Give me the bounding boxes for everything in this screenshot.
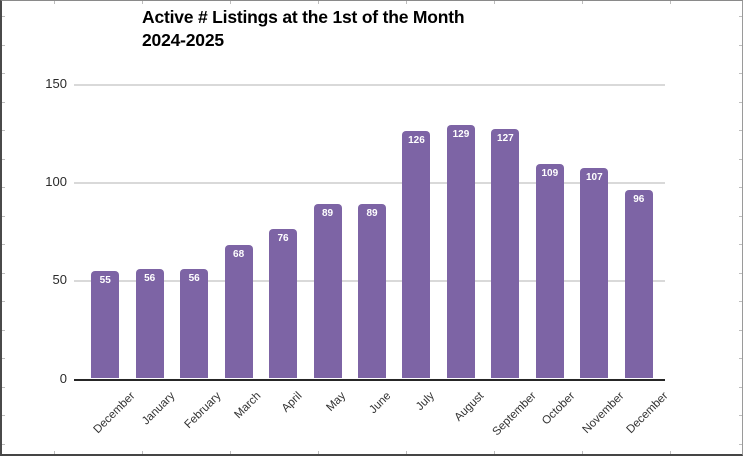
cell-gridline-tick: [2, 415, 5, 416]
cell-gridline-tick: [582, 451, 583, 454]
cell-gridline-tick: [739, 187, 742, 188]
cell-gridline-tick: [230, 451, 231, 454]
cell-gridline-tick: [739, 158, 742, 160]
bar-value-label: 89: [321, 207, 334, 219]
bar-2-february[interactable]: 56: [180, 268, 209, 379]
cell-gridline-tick: [739, 272, 742, 274]
x-axis-label-3-march: March: [231, 390, 263, 422]
cell-gridline-tick: [318, 1, 319, 4]
x-axis-label-4-april: April: [279, 390, 305, 415]
gridline-100: [74, 182, 665, 184]
bar-value-label: 127: [497, 133, 514, 145]
x-axis-label-7-july: July: [414, 390, 438, 413]
cell-gridline-tick: [2, 358, 5, 359]
bar-value-label: 89: [366, 207, 378, 219]
chart-title-line-2: 2024-2025: [142, 30, 224, 50]
bar-3-march[interactable]: 68: [224, 244, 253, 379]
cell-gridline-tick: [318, 451, 319, 454]
bar-9-september[interactable]: 127: [491, 129, 520, 379]
cell-gridline-tick: [2, 73, 5, 74]
bar-11-november[interactable]: 107: [580, 168, 609, 379]
cell-gridline-tick: [2, 44, 5, 46]
cell-gridline-tick: [739, 101, 742, 103]
cell-gridline-tick: [2, 101, 5, 103]
bar-value-label: 126: [408, 135, 425, 147]
y-axis-tick-label-0: 0: [59, 370, 67, 386]
bar-0-december[interactable]: 55: [91, 270, 120, 379]
x-axis-label-1-january: January: [139, 390, 178, 428]
cell-gridline-tick: [739, 16, 742, 17]
cell-gridline-tick: [54, 1, 55, 4]
cell-gridline-tick: [739, 386, 742, 388]
gridline-150: [74, 84, 665, 86]
cell-gridline-tick: [739, 415, 742, 416]
cell-gridline-tick: [2, 386, 5, 388]
cell-gridline-tick: [739, 215, 742, 217]
cell-gridline-tick: [739, 73, 742, 74]
cell-gridline-tick: [739, 244, 742, 245]
bar-7-july[interactable]: 126: [402, 131, 431, 379]
cell-gridline-tick: [406, 451, 407, 454]
cell-gridline-tick: [494, 1, 495, 4]
cell-gridline-tick: [142, 451, 143, 454]
bar-10-october[interactable]: 109: [535, 164, 564, 379]
bar-value-label: 107: [585, 172, 603, 184]
bar-value-label: 96: [633, 194, 645, 206]
cell-gridline-tick: [2, 158, 5, 160]
bar-value-label: 56: [188, 272, 200, 284]
bar-value-label: 129: [452, 129, 470, 141]
cell-gridline-tick: [670, 1, 671, 4]
x-axis-label-11-november: November: [580, 390, 627, 437]
bar-12-december[interactable]: 96: [624, 190, 653, 379]
chart-title-line-1: Active # Listings at the 1st of the Mont…: [142, 7, 465, 27]
x-axis-label-2-february: February: [182, 390, 224, 432]
cell-gridline-tick: [230, 1, 231, 4]
cell-gridline-tick: [2, 329, 5, 331]
cell-gridline-tick: [739, 329, 742, 331]
bar-4-april[interactable]: 76: [269, 229, 298, 379]
x-axis-label-10-october: October: [539, 390, 578, 428]
chart-title: Active # Listings at the 1st of the Mont…: [142, 6, 465, 52]
cell-gridline-tick: [739, 44, 742, 46]
x-axis-label-8-august: August: [452, 390, 487, 424]
cell-gridline-tick: [670, 451, 671, 454]
bar-5-may[interactable]: 89: [313, 203, 342, 379]
bar-8-august[interactable]: 129: [446, 125, 475, 379]
cell-gridline-tick: [2, 443, 5, 445]
bar-1-january[interactable]: 56: [135, 268, 164, 379]
cell-gridline-tick: [739, 130, 742, 131]
bar-value-label: 109: [541, 168, 559, 180]
cell-gridline-tick: [2, 130, 5, 131]
cell-gridline-tick: [142, 1, 143, 4]
cell-gridline-tick: [739, 443, 742, 445]
x-axis-line: [74, 378, 665, 381]
y-axis-tick-label-100: 100: [45, 174, 67, 190]
y-axis-tick-label-150: 150: [45, 76, 67, 91]
x-axis-label-9-september: September: [490, 390, 539, 439]
y-axis-tick-label-50: 50: [52, 272, 67, 288]
bar-value-label: 55: [99, 274, 111, 286]
x-axis-label-6-june: June: [367, 390, 394, 417]
bar-value-label: 68: [233, 248, 245, 260]
cell-gridline-tick: [739, 358, 742, 359]
bar-value-label: 76: [277, 233, 289, 245]
bar-value-label: 56: [144, 272, 156, 284]
cell-gridline-tick: [582, 1, 583, 4]
x-axis-label-5-may: May: [324, 390, 349, 414]
cell-gridline-tick: [2, 244, 5, 245]
cell-gridline-tick: [2, 272, 5, 274]
x-axis-label-12-december: December: [624, 390, 671, 437]
cell-gridline-tick: [54, 451, 55, 454]
cell-gridline-tick: [2, 187, 5, 188]
cell-gridline-tick: [2, 16, 5, 17]
cell-gridline-tick: [2, 301, 5, 302]
bar-6-june[interactable]: 89: [358, 203, 386, 379]
cell-gridline-tick: [739, 301, 742, 302]
cell-gridline-tick: [494, 451, 495, 454]
cell-gridline-tick: [406, 1, 407, 4]
x-axis-label-0-december: December: [91, 390, 138, 437]
cell-gridline-tick: [2, 215, 5, 217]
